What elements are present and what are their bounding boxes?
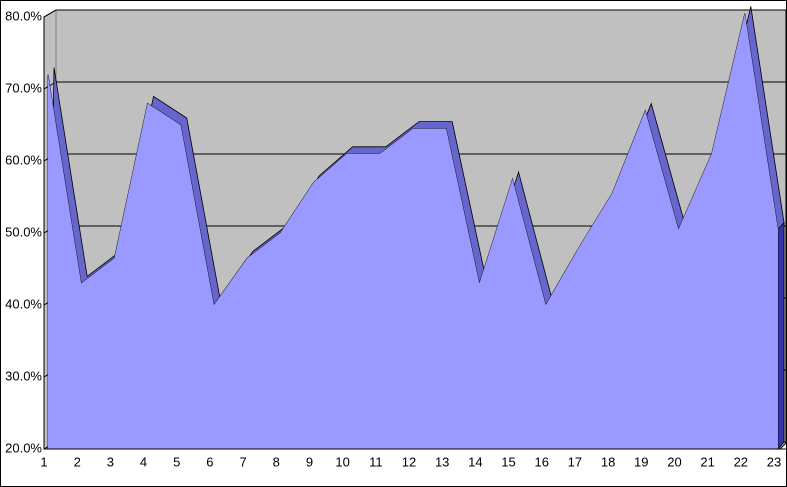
- x-tick-label: 22: [734, 454, 748, 469]
- x-tick-label: 18: [601, 454, 615, 469]
- x-tick-label: 16: [534, 454, 548, 469]
- area-side: [777, 221, 785, 451]
- y-tick-label: 30.0%: [5, 368, 42, 383]
- x-tick-label: 3: [107, 454, 114, 469]
- x-tick-label: 11: [369, 454, 383, 469]
- x-tick-label: 4: [140, 454, 147, 469]
- x-tick-label: 19: [634, 454, 648, 469]
- x-tick-label: 14: [468, 454, 482, 469]
- x-tick-label: 7: [239, 454, 246, 469]
- x-tick-label: 23: [767, 454, 781, 469]
- y-tick-label: 60.0%: [5, 152, 42, 167]
- x-tick-label: 2: [74, 454, 81, 469]
- y-tick-label: 70.0%: [5, 80, 42, 95]
- x-tick-label: 21: [700, 454, 714, 469]
- grid-line: [43, 9, 57, 18]
- area: [48, 13, 778, 450]
- y-tick-label: 40.0%: [5, 296, 42, 311]
- x-tick-label: 10: [335, 454, 349, 469]
- x-tick-label: 20: [667, 454, 681, 469]
- x-tick-label: 12: [402, 454, 416, 469]
- y-tick-label: 80.0%: [5, 8, 42, 23]
- x-tick-label: 1: [40, 454, 47, 469]
- x-tick-label: 6: [206, 454, 213, 469]
- x-tick-label: 5: [173, 454, 180, 469]
- x-tick-label: 17: [568, 454, 582, 469]
- x-tick-label: 8: [273, 454, 280, 469]
- x-tick-label: 9: [306, 454, 313, 469]
- y-tick-label: 50.0%: [5, 224, 42, 239]
- y-tick-label: 20.0%: [5, 440, 42, 455]
- x-tick-label: 15: [501, 454, 515, 469]
- x-tick-label: 13: [435, 454, 449, 469]
